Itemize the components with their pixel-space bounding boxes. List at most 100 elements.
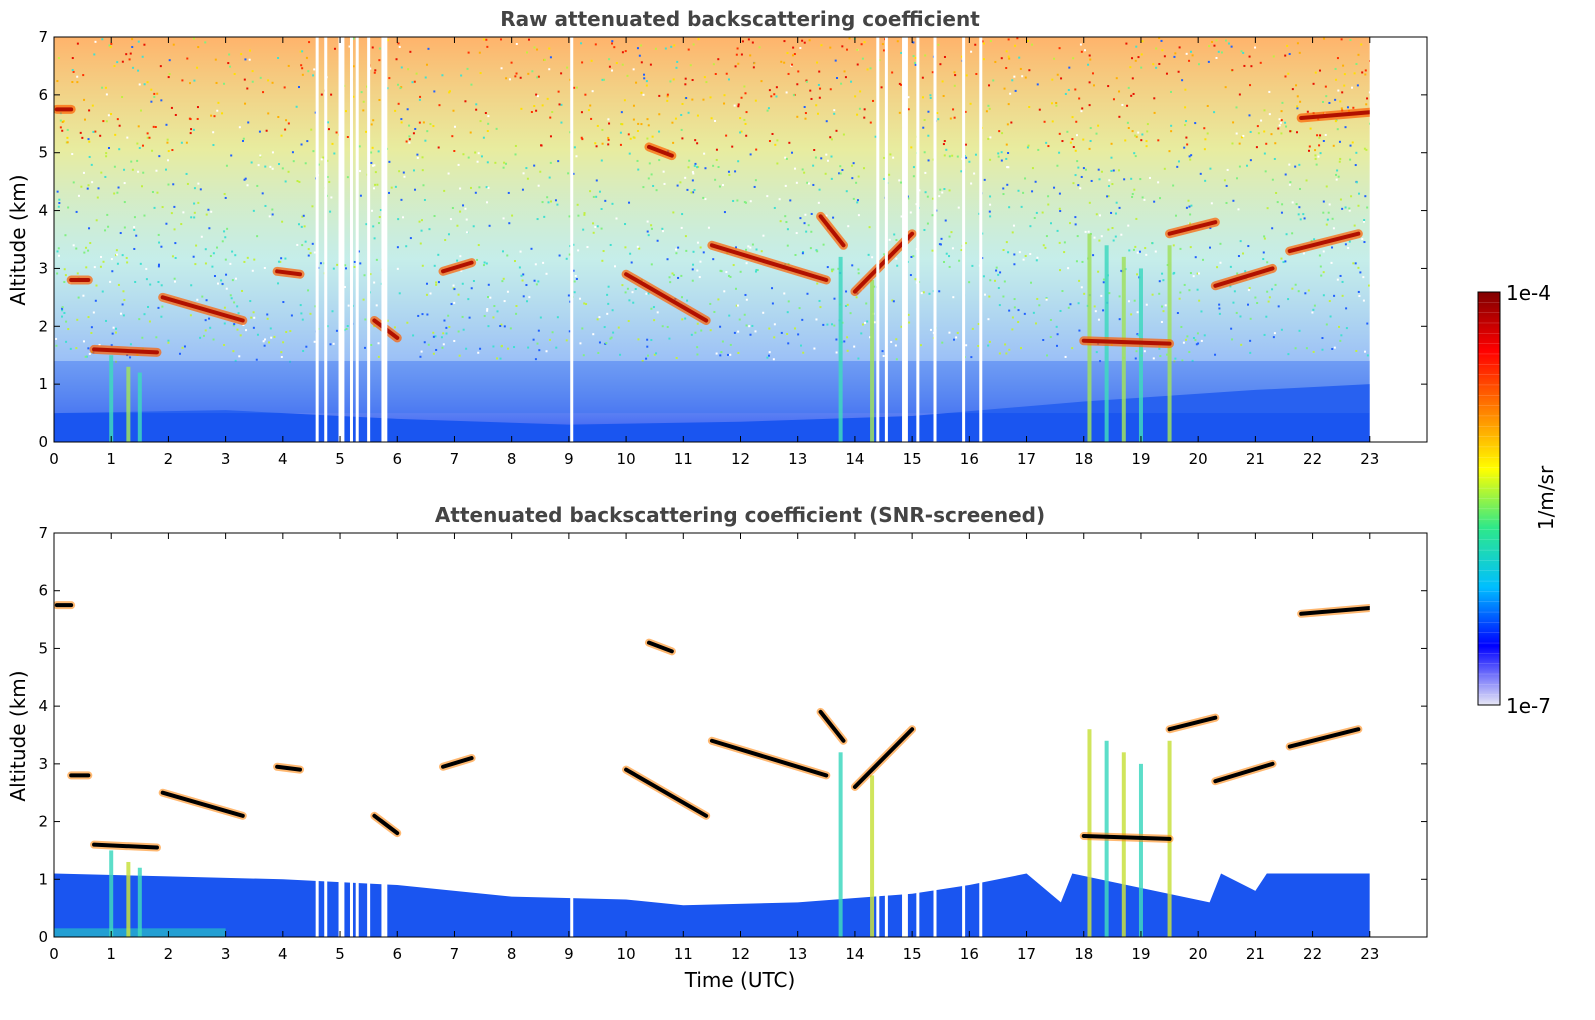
missing-data-gap <box>979 37 983 442</box>
y-tick-label: 0 <box>38 433 48 451</box>
x-axis-label: Time (UTC) <box>684 968 796 992</box>
x-tick-label: 12 <box>731 945 750 963</box>
cloud-layer <box>441 260 474 274</box>
x-tick-label: 9 <box>564 945 574 963</box>
y-tick-label: 0 <box>38 928 48 946</box>
x-tick-label: 8 <box>507 450 517 468</box>
x-tick-label: 8 <box>507 945 517 963</box>
missing-data-gap <box>381 873 385 937</box>
x-tick-label: 4 <box>278 450 288 468</box>
panel-1-y-axis-label: Altitude (km) <box>6 174 30 305</box>
missing-data-gap <box>338 37 342 442</box>
precipitation-streak <box>109 355 114 442</box>
missing-data-gap <box>384 37 388 442</box>
y-tick-label: 1 <box>38 870 48 888</box>
cloud-layer <box>1287 231 1361 254</box>
colorbar-gradient <box>1478 292 1500 705</box>
x-tick-label: 1 <box>106 945 116 963</box>
x-tick-label: 22 <box>1303 450 1322 468</box>
precipitation-streak <box>126 366 131 442</box>
precipitation-streak <box>1138 763 1143 937</box>
cloud-layer <box>1081 834 1172 841</box>
x-tick-label: 15 <box>903 945 922 963</box>
x-tick-label: 2 <box>164 945 174 963</box>
missing-data-gap <box>381 37 385 442</box>
x-tick-label: 0 <box>49 945 59 963</box>
panel-2-y-ticks: 0 1 2 3 4 5 6 7 <box>38 524 1427 946</box>
x-tick-label: 1 <box>106 450 116 468</box>
cloud-layer <box>275 764 302 772</box>
colorbar: 1e-4 1e-7 1/m/sr <box>1477 281 1558 718</box>
cloud-layer <box>1167 220 1218 236</box>
y-tick-label: 3 <box>38 259 48 277</box>
x-tick-label: 21 <box>1246 945 1265 963</box>
missing-data-gap <box>324 37 328 442</box>
missing-data-gap <box>933 37 937 442</box>
x-tick-label: 15 <box>903 450 922 468</box>
x-tick-label: 3 <box>221 450 231 468</box>
x-tick-label: 21 <box>1246 450 1265 468</box>
x-tick-label: 5 <box>335 450 345 468</box>
cloud-layer <box>372 813 400 836</box>
panel-1-y-ticks: 0 1 2 3 4 5 6 7 <box>38 28 1427 451</box>
cloud-layer <box>92 347 159 355</box>
x-tick-label: 0 <box>49 450 59 468</box>
x-tick-label: 19 <box>1131 450 1150 468</box>
x-tick-label: 11 <box>674 450 693 468</box>
y-tick-label: 4 <box>38 202 48 220</box>
x-tick-label: 12 <box>731 450 750 468</box>
precipitation-streak <box>870 775 875 937</box>
colorbar-min-label: 1e-7 <box>1506 694 1551 718</box>
panel-2-x-ticks: 0 1 2 3 4 5 6 7 8 9 10 11 12 13 14 15 16 17 18 19 20 21 22 23 <box>49 533 1379 963</box>
raw-backscatter-panel: Raw attenuated backscattering coefficien… <box>6 7 1428 468</box>
cloud-layer <box>1287 727 1361 749</box>
y-tick-label: 7 <box>38 28 48 46</box>
cloud-layer <box>275 269 302 277</box>
precipitation-streak <box>109 850 114 937</box>
aerosol-layer <box>54 873 1370 937</box>
cloud-layer <box>646 640 674 654</box>
raw-backscatter-heatmap <box>54 37 1427 442</box>
cloud-layer <box>1081 338 1172 346</box>
cloud-layer <box>160 790 245 818</box>
screened-backscatter-panel: Attenuated backscattering coefficient (S… <box>6 503 1428 992</box>
cloud-layer <box>624 272 709 323</box>
panel-1-x-ticks: 0 1 2 3 4 5 6 7 8 9 10 11 12 13 14 15 16 17 18 19 20 21 22 23 <box>49 37 1379 468</box>
colorbar-unit-label: 1/m/sr <box>1534 465 1558 530</box>
panel-1-title: Raw attenuated backscattering coefficien… <box>500 7 980 31</box>
x-tick-label: 13 <box>788 450 807 468</box>
missing-data-gap <box>355 37 359 442</box>
cloud-layer <box>1299 606 1372 616</box>
no-data-region <box>1369 533 1427 937</box>
x-tick-label: 13 <box>788 945 807 963</box>
missing-data-gap <box>884 37 888 442</box>
x-tick-label: 10 <box>617 945 636 963</box>
precipitation-streak <box>838 752 843 937</box>
x-tick-label: 2 <box>164 450 174 468</box>
missing-data-gap <box>367 873 371 937</box>
cloud-layer <box>709 738 829 778</box>
colorbar-bands <box>1478 302 1500 695</box>
cloud-layer <box>646 144 674 158</box>
cloud-layer <box>1167 715 1218 732</box>
x-tick-label: 23 <box>1360 450 1379 468</box>
cloud-layer <box>1213 266 1275 288</box>
cloud-layer <box>852 727 915 789</box>
cloud-layer <box>160 295 245 323</box>
x-tick-label: 7 <box>450 945 460 963</box>
x-tick-label: 20 <box>1189 945 1208 963</box>
cloud-layer <box>92 842 159 850</box>
cloud-layer <box>441 756 474 769</box>
x-tick-label: 9 <box>564 450 574 468</box>
y-tick-label: 3 <box>38 755 48 773</box>
missing-data-gap <box>341 873 345 937</box>
y-tick-label: 1 <box>38 375 48 393</box>
y-tick-label: 4 <box>38 697 48 715</box>
x-tick-label: 6 <box>392 450 402 468</box>
x-tick-label: 20 <box>1189 450 1208 468</box>
precipitation-streak <box>1121 752 1126 937</box>
missing-data-gap <box>355 873 359 937</box>
missing-data-gap <box>384 873 388 937</box>
missing-data-gap <box>904 37 908 442</box>
x-tick-label: 23 <box>1360 945 1379 963</box>
